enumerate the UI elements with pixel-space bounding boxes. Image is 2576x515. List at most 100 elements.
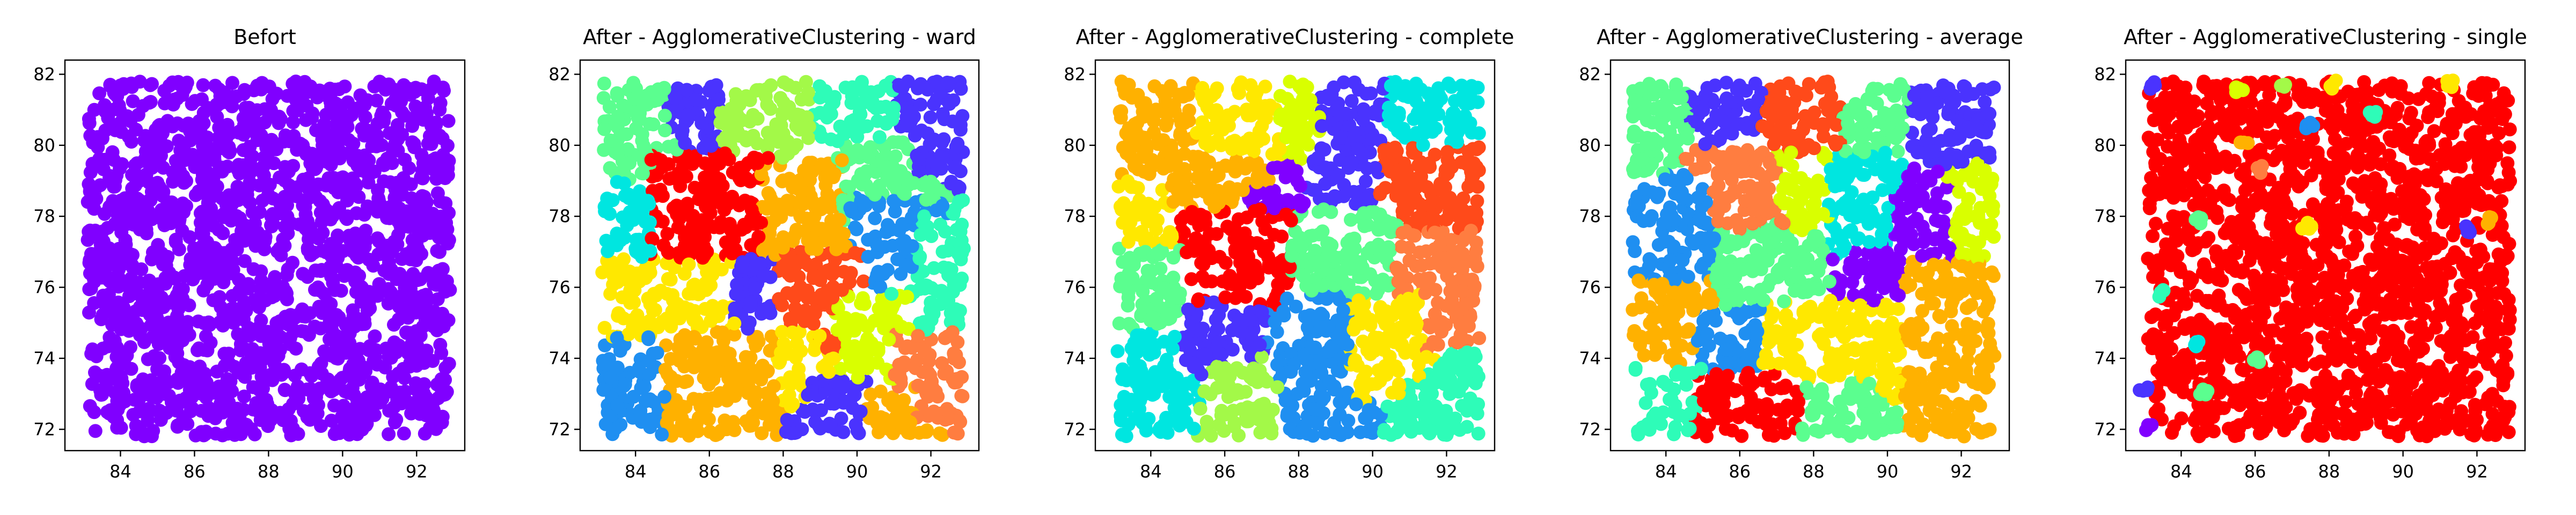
scatter-point (430, 244, 444, 258)
scatter-point (266, 328, 281, 343)
scatter-point (1206, 295, 1221, 310)
scatter-point (1348, 75, 1362, 90)
scatter-point (601, 244, 615, 259)
scatter-point (837, 127, 852, 141)
scatter-point (682, 429, 696, 443)
scatter-point (440, 385, 454, 399)
scatter-point (867, 313, 882, 328)
scatter-point (80, 233, 95, 247)
scatter-point (1377, 425, 1391, 440)
scatter-point (1306, 183, 1320, 197)
x-tick-label: 86 (184, 461, 206, 482)
scatter-point (734, 112, 748, 127)
scatter-point (698, 156, 712, 171)
scatter-point (820, 341, 835, 356)
scatter-point (286, 77, 300, 91)
scatter-point (1167, 329, 1182, 344)
scatter-point (948, 312, 962, 326)
scatter-point (425, 310, 439, 324)
scatter-point (1296, 377, 1310, 391)
scatter-point (830, 224, 844, 239)
scatter-point (623, 283, 638, 298)
scatter-point (829, 242, 844, 256)
scatter-point (330, 131, 344, 146)
scatter-point (734, 173, 748, 187)
scatter-point (744, 203, 759, 217)
scatter-point (1396, 208, 1410, 222)
scatter-point (120, 109, 135, 123)
scatter-point (1466, 142, 1480, 156)
scatter-point (940, 76, 954, 90)
scatter-point (781, 134, 795, 149)
scatter-point (1295, 268, 1309, 282)
scatter-point (826, 351, 840, 366)
scatter-point (1470, 80, 1485, 95)
scatter-point (1250, 175, 1264, 189)
scatter-point (816, 360, 830, 374)
scatter-point (1416, 138, 1430, 152)
y-tick-label: 74 (33, 348, 55, 369)
scatter-point (114, 421, 128, 435)
scatter-point (321, 299, 335, 314)
scatter-point (882, 333, 896, 347)
scatter-point (286, 115, 301, 129)
scatter-point (1315, 119, 1329, 133)
scatter-point (610, 360, 625, 375)
scatter-point (200, 130, 215, 145)
scatter-point (138, 150, 153, 165)
scatter-point (1160, 115, 1174, 129)
scatter-point (855, 120, 870, 134)
scatter-point (357, 148, 372, 163)
scatter-point (303, 409, 318, 423)
scatter-point (1115, 362, 1130, 377)
scatter-point (1428, 307, 1442, 321)
scatter-point (827, 167, 841, 181)
scatter-point (668, 91, 683, 106)
scatter-point (1158, 94, 1173, 108)
scatter-point (837, 264, 851, 279)
scatter-point (1179, 193, 1194, 207)
scatter-point (1182, 104, 1196, 117)
scatter-point (923, 348, 937, 362)
scatter-point (99, 239, 113, 254)
scatter-point (108, 123, 122, 137)
scatter-point (1266, 161, 1280, 175)
scatter-point (1393, 125, 1408, 139)
scatter-point (886, 135, 901, 149)
scatter-point (1308, 340, 1322, 355)
scatter-point (935, 151, 950, 165)
scatter-point (324, 157, 338, 172)
scatter-point (1165, 230, 1179, 244)
scatter-point (1209, 103, 1224, 117)
scatter-point (633, 184, 647, 198)
scatter-point (946, 205, 960, 220)
scatter-point (200, 277, 215, 292)
scatter-point (156, 205, 170, 220)
scatter-point (253, 360, 267, 374)
scatter-point (109, 340, 124, 355)
scatter-point (80, 195, 95, 209)
scatter-point (355, 100, 369, 115)
scatter-point (767, 214, 782, 228)
scatter-point (345, 183, 360, 197)
scatter-point (708, 171, 723, 186)
scatter-point (346, 409, 361, 424)
scatter-point (1317, 142, 1331, 157)
scatter-point (1414, 275, 1429, 289)
scatter-point (953, 224, 968, 239)
scatter-point (699, 200, 713, 214)
scatter-point (320, 373, 334, 388)
scatter-point (88, 365, 102, 380)
scatter-point (323, 82, 337, 96)
y-tick-label: 80 (33, 135, 55, 156)
scatter-point (746, 110, 760, 124)
scatter-point (172, 134, 186, 148)
scatter-point (1460, 345, 1474, 359)
scatter-point (195, 92, 209, 107)
scatter-point (101, 111, 115, 126)
scatter-point (286, 255, 300, 270)
scatter-point (1439, 299, 1453, 313)
scatter-point (1228, 164, 1242, 179)
